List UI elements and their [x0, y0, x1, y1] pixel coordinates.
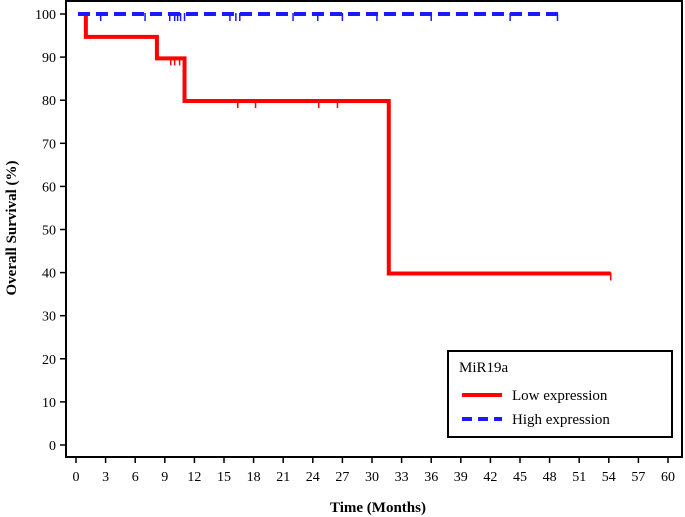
x-tick-label: 24	[306, 470, 320, 485]
x-tick-label: 60	[661, 470, 675, 485]
x-tick-label: 54	[602, 470, 616, 485]
x-tick-label: 15	[217, 470, 231, 485]
series-layer	[77, 12, 612, 281]
y-tick-label: 70	[42, 137, 56, 152]
y-tick-label: 100	[35, 8, 56, 23]
x-tick-label: 6	[132, 470, 139, 485]
x-tick-label: 12	[187, 470, 201, 485]
x-tick-label: 0	[73, 470, 80, 485]
y-tick-label: 20	[42, 353, 56, 368]
x-tick-label: 3	[102, 470, 109, 485]
y-tick-label: 10	[42, 396, 56, 411]
y-tick-label: 50	[42, 224, 56, 239]
x-tick-label: 30	[365, 470, 379, 485]
x-tick-label: 42	[483, 470, 497, 485]
y-tick-label: 80	[42, 94, 56, 109]
y-axis-title: Overall Survival (%)	[4, 161, 20, 296]
x-tick-label: 48	[543, 470, 557, 485]
legend: MiR19a Low expression High expression	[447, 350, 673, 438]
x-tick-label: 9	[161, 470, 168, 485]
tick-marks: 0 3 6 9 12 15 18 21 24 27 30 33 36 39 42 45 48 51 54 57 6001…	[35, 8, 675, 485]
series-high-expression	[77, 12, 560, 21]
legend-label-low: Low expression	[512, 388, 608, 404]
x-tick-label: 33	[395, 470, 409, 485]
x-tick-label: 27	[335, 470, 349, 485]
y-tick-label: 0	[49, 439, 56, 454]
y-tick-label: 60	[42, 180, 56, 195]
series-low-expression	[77, 12, 612, 281]
y-tick-label: 90	[42, 51, 56, 66]
y-tick-label: 40	[42, 267, 56, 282]
x-tick-label: 18	[247, 470, 261, 485]
x-axis-title: Time (Months)	[330, 500, 426, 516]
x-tick-label: 51	[572, 470, 586, 485]
x-tick-label: 57	[631, 470, 645, 485]
x-tick-label: 21	[276, 470, 290, 485]
x-tick-label: 39	[454, 470, 468, 485]
legend-label-high: High expression	[512, 412, 610, 428]
x-tick-label: 45	[513, 470, 527, 485]
x-tick-label: 36	[424, 470, 438, 485]
legend-title: MiR19a	[459, 360, 509, 376]
y-tick-label: 30	[42, 310, 56, 325]
